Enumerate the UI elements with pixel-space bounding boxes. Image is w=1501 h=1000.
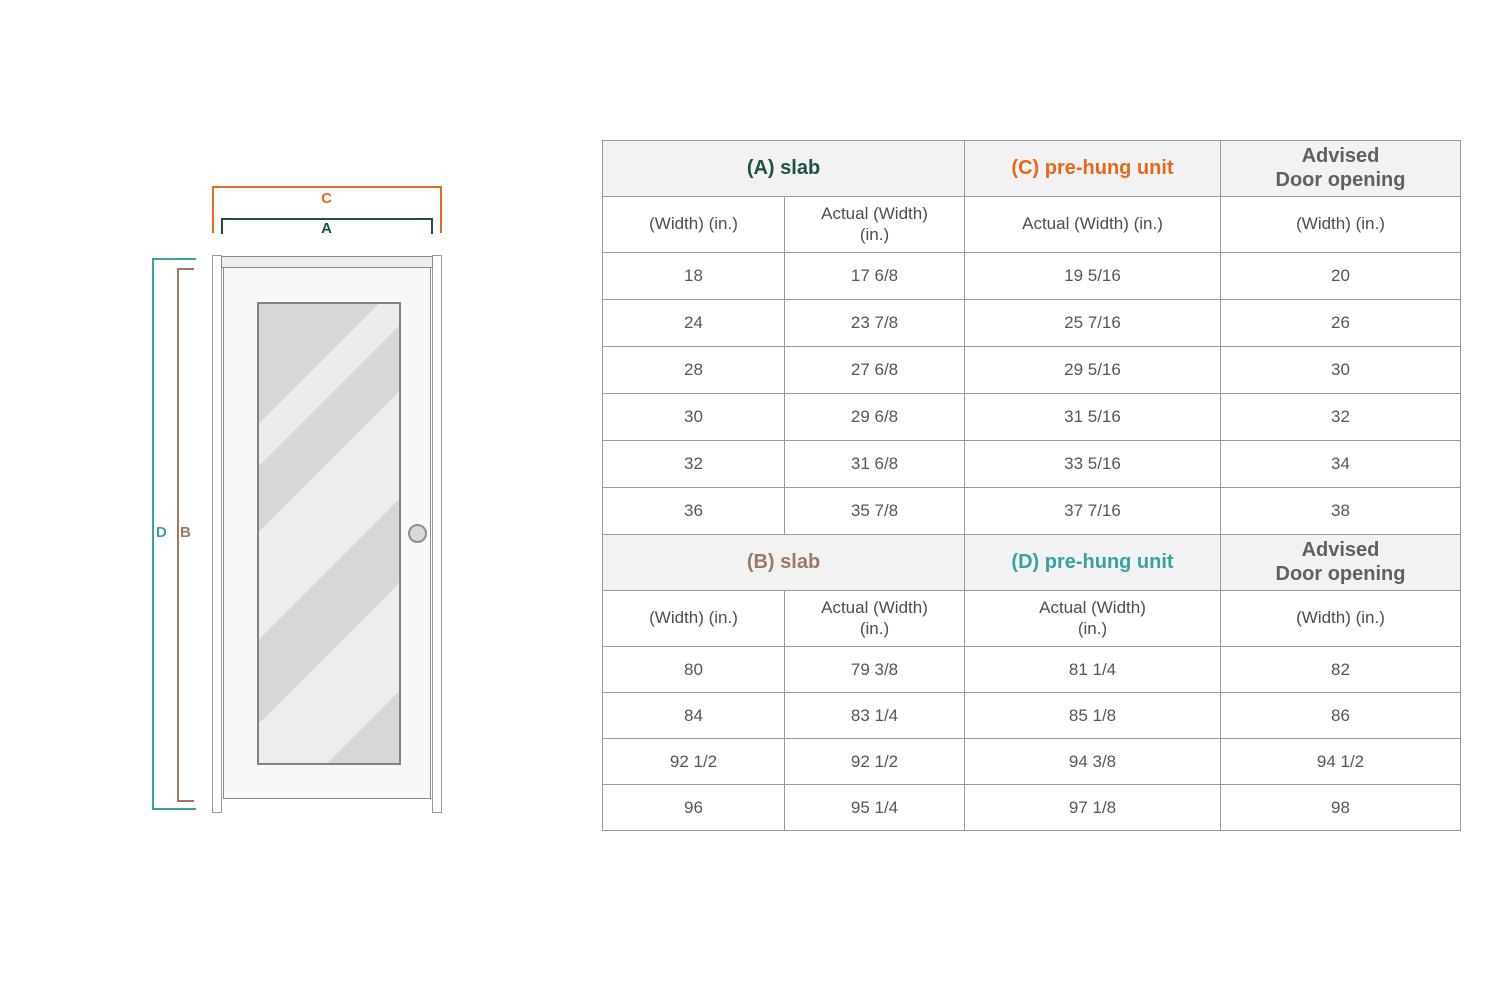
col-header-width: (Width) (in.) <box>602 196 785 253</box>
table-cell: 95 1/4 <box>784 784 965 831</box>
section-a-column-header-row: (Width) (in.) Actual (Width) (in.) Actua… <box>602 196 1461 253</box>
col-header-width: (Width) (in.) <box>1220 590 1461 647</box>
table-cell: 35 7/8 <box>784 487 965 535</box>
table-cell: 84 <box>602 692 785 739</box>
table-row: 24 23 7/8 25 7/16 26 <box>602 299 1461 347</box>
table-cell: 96 <box>602 784 785 831</box>
table-cell: 30 <box>602 393 785 441</box>
section-c-prehung-header: (C) pre-hung unit <box>964 140 1221 197</box>
table-cell: 92 1/2 <box>784 738 965 785</box>
table-cell: 26 <box>1220 299 1461 347</box>
col-header-actual-width: Actual (Width) (in.) <box>964 590 1221 647</box>
table-cell: 17 6/8 <box>784 252 965 300</box>
table-row: 92 1/2 92 1/2 94 3/8 94 1/2 <box>602 738 1461 785</box>
table-row: 32 31 6/8 33 5/16 34 <box>602 440 1461 488</box>
table-cell: 94 1/2 <box>1220 738 1461 785</box>
table-row: 36 35 7/8 37 7/16 38 <box>602 487 1461 535</box>
table-row: 30 29 6/8 31 5/16 32 <box>602 393 1461 441</box>
table-cell: 25 7/16 <box>964 299 1221 347</box>
col-header-actual-width: Actual (Width) (in.) <box>784 196 965 253</box>
col-header-actual-width: Actual (Width) (in.) <box>964 196 1221 253</box>
dimension-label-a: A <box>321 220 333 237</box>
table-cell: 86 <box>1220 692 1461 739</box>
table-cell: 34 <box>1220 440 1461 488</box>
table-cell: 19 5/16 <box>964 252 1221 300</box>
table-cell: 31 5/16 <box>964 393 1221 441</box>
table-cell: 37 7/16 <box>964 487 1221 535</box>
table-row: 96 95 1/4 97 1/8 98 <box>602 784 1461 831</box>
table-row: 18 17 6/8 19 5/16 20 <box>602 252 1461 300</box>
col-header-width: (Width) (in.) <box>602 590 785 647</box>
section-b-slab-header: (B) slab <box>602 534 965 591</box>
table-cell: 94 3/8 <box>964 738 1221 785</box>
table-cell: 27 6/8 <box>784 346 965 394</box>
table-cell: 32 <box>602 440 785 488</box>
table-cell: 38 <box>1220 487 1461 535</box>
col-header-actual-width: Actual (Width) (in.) <box>784 590 965 647</box>
table-cell: 24 <box>602 299 785 347</box>
table-cell: 79 3/8 <box>784 646 965 693</box>
table-cell: 97 1/8 <box>964 784 1221 831</box>
dimension-label-c: C <box>321 190 333 207</box>
table-cell: 32 <box>1220 393 1461 441</box>
door-size-table: (A) slab (C) pre-hung unit Advised Door … <box>602 140 1461 831</box>
table-cell: 36 <box>602 487 785 535</box>
advised-door-opening-header: Advised Door opening <box>1220 140 1461 197</box>
door-glass-panel <box>257 302 401 765</box>
table-cell: 18 <box>602 252 785 300</box>
door-knob <box>408 524 427 543</box>
table-cell: 29 6/8 <box>784 393 965 441</box>
table-cell: 28 <box>602 346 785 394</box>
section-b-column-header-row: (Width) (in.) Actual (Width) (in.) Actua… <box>602 590 1461 647</box>
door-diagram: C A D B <box>0 0 600 1000</box>
dimension-line-b <box>177 268 194 802</box>
dimension-bracket-a: A <box>221 218 433 237</box>
section-b-d-header-row: (B) slab (D) pre-hung unit Advised Door … <box>602 534 1461 591</box>
table-cell: 82 <box>1220 646 1461 693</box>
door-right-jamb <box>432 255 442 813</box>
table-cell: 92 1/2 <box>602 738 785 785</box>
table-cell: 98 <box>1220 784 1461 831</box>
table-cell: 30 <box>1220 346 1461 394</box>
table-cell: 20 <box>1220 252 1461 300</box>
table-cell: 83 1/4 <box>784 692 965 739</box>
section-d-prehung-header: (D) pre-hung unit <box>964 534 1221 591</box>
door-left-jamb <box>212 255 222 813</box>
col-header-width: (Width) (in.) <box>1220 196 1461 253</box>
section-a-c-header-row: (A) slab (C) pre-hung unit Advised Door … <box>602 140 1461 197</box>
table-cell: 31 6/8 <box>784 440 965 488</box>
section-a-slab-header: (A) slab <box>602 140 965 197</box>
advised-door-opening-header: Advised Door opening <box>1220 534 1461 591</box>
door-slab <box>223 267 431 799</box>
table-row: 80 79 3/8 81 1/4 82 <box>602 646 1461 693</box>
table-cell: 29 5/16 <box>964 346 1221 394</box>
table-row: 84 83 1/4 85 1/8 86 <box>602 692 1461 739</box>
table-cell: 23 7/8 <box>784 299 965 347</box>
dimension-label-b: B <box>180 524 191 541</box>
table-cell: 81 1/4 <box>964 646 1221 693</box>
dimension-line-d <box>152 258 196 810</box>
table-row: 28 27 6/8 29 5/16 30 <box>602 346 1461 394</box>
dimension-bracket-c: C <box>212 186 442 233</box>
table-cell: 85 1/8 <box>964 692 1221 739</box>
table-cell: 33 5/16 <box>964 440 1221 488</box>
dimension-label-d: D <box>156 524 167 541</box>
table-cell: 80 <box>602 646 785 693</box>
